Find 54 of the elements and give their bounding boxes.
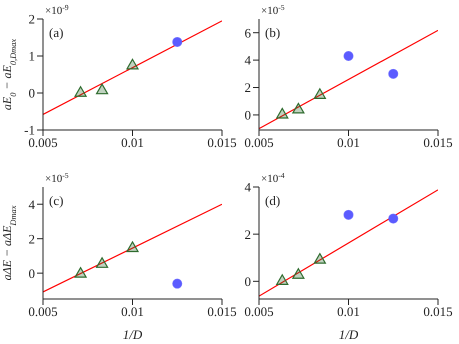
y-tick-label: 4	[244, 52, 252, 68]
x-tick-label: 0.01	[337, 135, 360, 150]
point	[126, 241, 139, 252]
y-tick-label: 2	[244, 226, 251, 242]
point	[276, 274, 288, 285]
y-tick-label: 4	[244, 180, 252, 195]
point	[74, 267, 87, 278]
y-tick-label: 2	[244, 80, 251, 96]
x-axis-title: 1/D	[338, 327, 359, 342]
x-axis-title: 1/D	[122, 327, 143, 342]
y-tick-label: 2	[28, 12, 35, 27]
y-tick-label: 4	[28, 196, 36, 212]
annotation: (a)	[49, 25, 64, 40]
point	[388, 214, 398, 224]
point	[276, 108, 288, 119]
y-tick-label: 0	[244, 274, 251, 289]
x-tick-label: 0.01	[121, 304, 144, 320]
text: ×10$^{-5}$	[261, 2, 285, 17]
x-tick-label: 0.01	[337, 304, 360, 320]
point	[96, 257, 108, 268]
point	[292, 102, 304, 114]
point	[314, 88, 326, 99]
text: ×10$^{-5}$	[45, 170, 69, 185]
y-tick-label: 6	[244, 25, 252, 40]
x-tick-label: 0.015	[423, 135, 453, 150]
text: ×10$^{-4}$	[261, 170, 285, 185]
annotation: (b)	[265, 25, 280, 40]
point	[74, 86, 87, 97]
y-tick-label: 0	[244, 108, 251, 123]
y-tick-label: 1	[28, 48, 35, 64]
annotation: (c)	[49, 193, 64, 208]
point	[314, 253, 326, 264]
x-tick-label: 0.015	[423, 304, 453, 320]
point	[292, 268, 304, 279]
x-tick-label: 0.01	[121, 135, 144, 150]
point	[388, 68, 398, 79]
point	[172, 278, 182, 289]
point	[344, 210, 354, 220]
annotation: (d)	[265, 193, 280, 208]
y-tick-label: -1	[24, 122, 35, 138]
x-tick-label: 0.015	[207, 304, 237, 320]
point	[172, 36, 182, 47]
y-tick-label: 0	[28, 86, 35, 101]
x-tick-label: 0.005	[28, 304, 58, 320]
x-tick-label: 0.005	[28, 135, 58, 150]
x-tick-label: 0.005	[244, 304, 274, 320]
y-tick-label: 0	[28, 266, 35, 281]
x-tick-label: 0.005	[244, 135, 274, 150]
x-tick-label: 0.015	[207, 135, 237, 150]
point	[344, 51, 354, 61]
y-tick-label: 2	[28, 231, 35, 246]
point	[96, 84, 108, 94]
text: ×10$^{-9}$	[45, 2, 69, 17]
point	[126, 58, 139, 70]
